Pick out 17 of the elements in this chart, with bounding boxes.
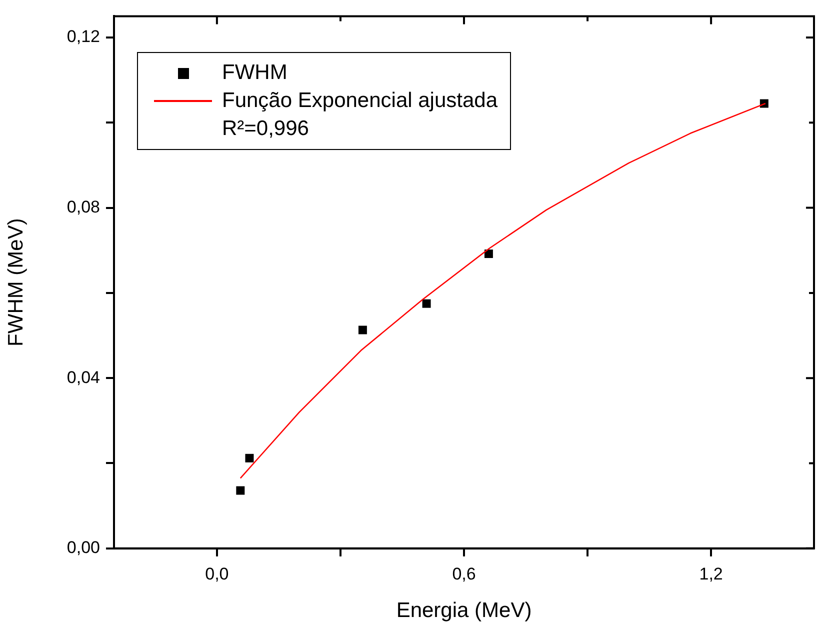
- point: [484, 250, 493, 258]
- x-axis-title: Energia (MeV): [396, 599, 532, 622]
- point: [236, 486, 245, 495]
- x-tick-label: 0,6: [452, 564, 476, 584]
- annotation: R²=0,996: [221, 116, 310, 142]
- point: [422, 299, 431, 308]
- y-tick-label: 0,08: [66, 197, 100, 216]
- y-tick-label: 0,12: [66, 27, 100, 46]
- point: [358, 326, 367, 334]
- legend-label: Função Exponencial ajustada: [222, 88, 498, 114]
- legend-label: FWHM: [222, 60, 288, 86]
- point: [245, 454, 254, 462]
- y-tick-label: 0,00: [66, 538, 100, 558]
- x-tick-label: 1,2: [699, 564, 723, 584]
- x-tick-label: 0,0: [205, 564, 229, 584]
- y-tick-label: 0,04: [66, 368, 100, 387]
- y-axis-title: FWHM (MeV): [4, 218, 28, 346]
